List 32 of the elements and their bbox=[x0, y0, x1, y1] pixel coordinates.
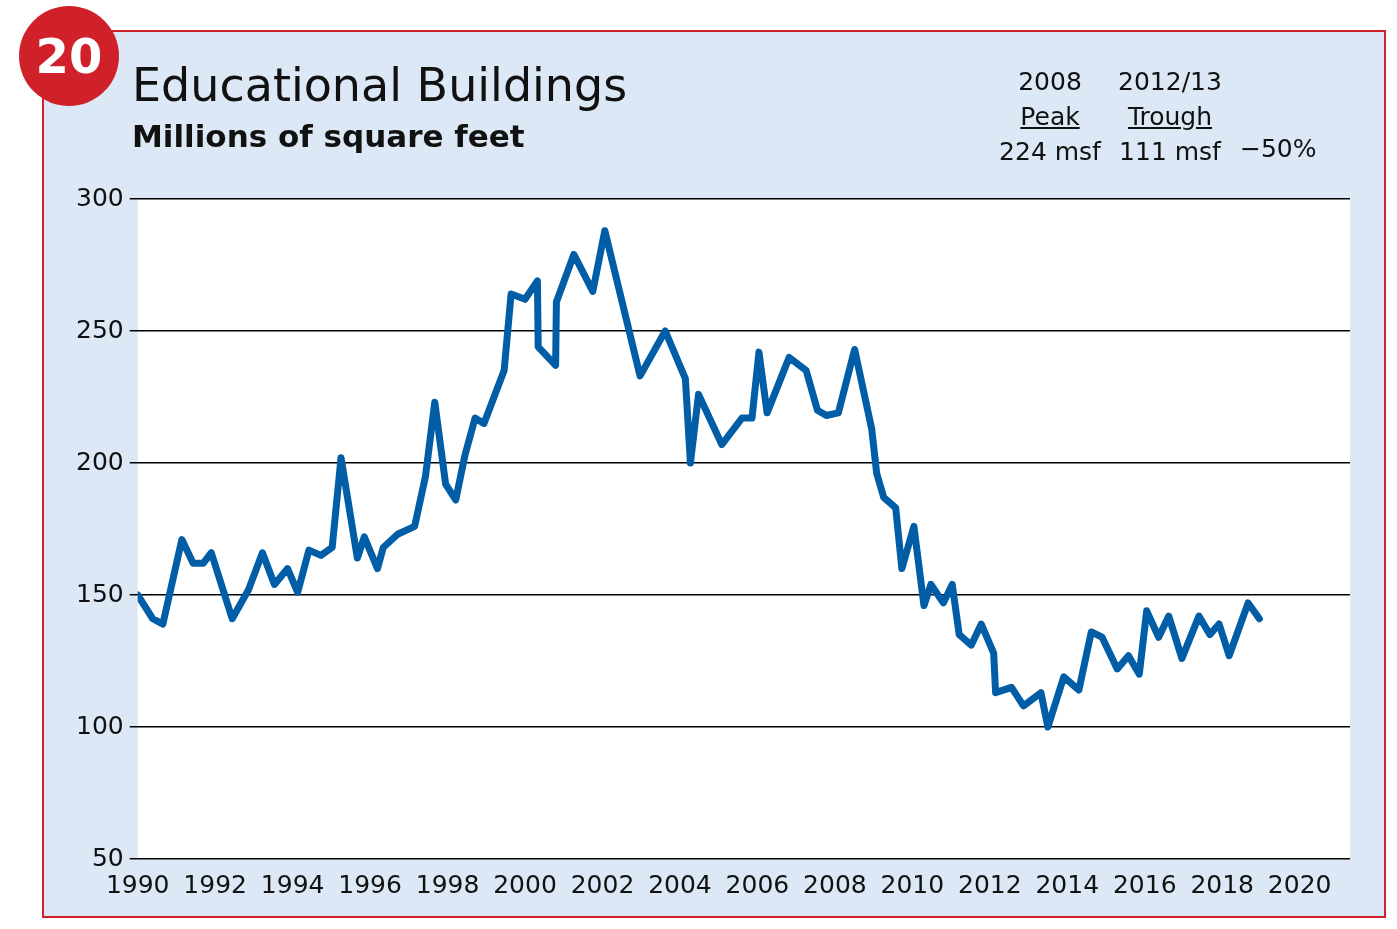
x-tick-label: 2000 bbox=[493, 869, 557, 899]
text: 111 msf bbox=[1118, 136, 1223, 168]
y-tick-label: 200 bbox=[76, 446, 124, 476]
x-tick-label: 1998 bbox=[415, 869, 480, 899]
text: Peak bbox=[1019, 101, 1081, 133]
x-tick-label: 1996 bbox=[338, 869, 402, 899]
x-tick-label: 1994 bbox=[260, 869, 325, 899]
x-tick-label: 2020 bbox=[1267, 869, 1332, 899]
x-tick-label: 2014 bbox=[1035, 869, 1100, 899]
text: −50% bbox=[1240, 134, 1317, 163]
x-tick-label: 2012 bbox=[957, 869, 1022, 899]
chart-subtitle: Millions of square feet bbox=[132, 118, 525, 154]
text: 2012/13 bbox=[1117, 66, 1223, 98]
x-tick-label: 2016 bbox=[1112, 869, 1177, 899]
y-tick-label: 100 bbox=[76, 710, 124, 740]
y-tick-label: 300 bbox=[76, 182, 124, 212]
x-tick-label: 2004 bbox=[648, 869, 712, 899]
text: 224 msf bbox=[998, 136, 1103, 168]
x-tick-label: 1990 bbox=[105, 869, 170, 899]
x-tick-label: 1992 bbox=[183, 869, 247, 899]
text: Trough bbox=[1126, 101, 1214, 133]
chart-title: Educational Buildings bbox=[132, 58, 628, 112]
x-tick-label: 2018 bbox=[1190, 869, 1254, 899]
x-tick-label: 2006 bbox=[725, 869, 790, 899]
x-tick-label: 2008 bbox=[803, 869, 867, 899]
y-tick-label: 50 bbox=[91, 842, 124, 872]
y-tick-label: 150 bbox=[76, 578, 124, 608]
x-tick-label: 2002 bbox=[570, 869, 635, 899]
y-tick-label: 250 bbox=[76, 314, 124, 344]
number-badge: 20 bbox=[19, 6, 119, 106]
x-tick-label: 2010 bbox=[880, 869, 945, 899]
text: 2008 bbox=[1017, 66, 1083, 98]
